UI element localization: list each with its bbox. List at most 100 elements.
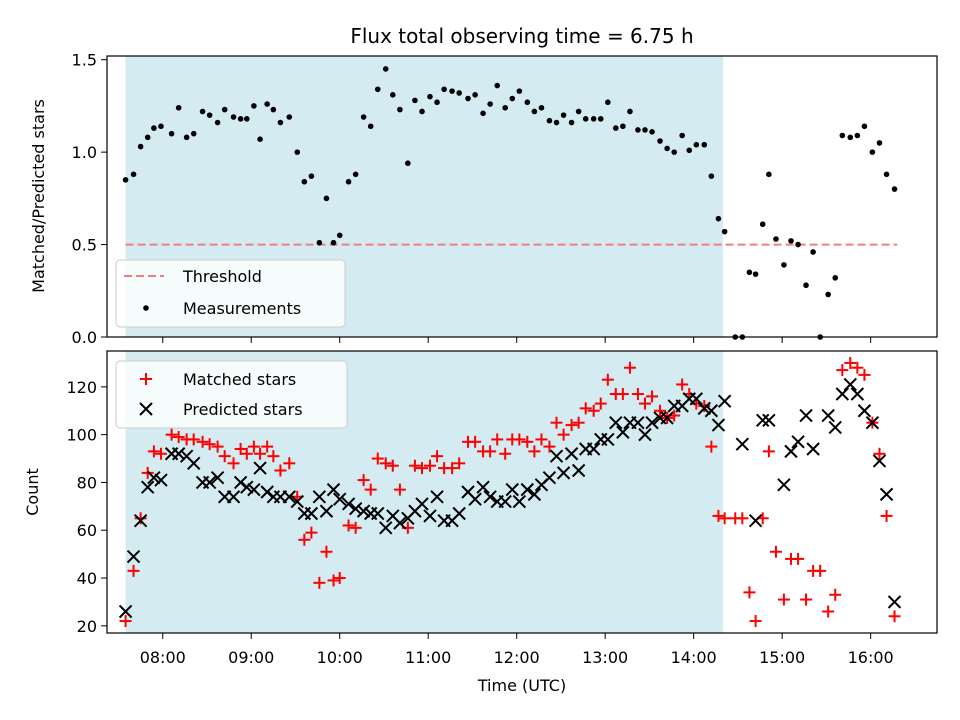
measurement-point <box>308 173 315 179</box>
measurement-point <box>323 195 330 202</box>
measurement-point <box>597 116 604 122</box>
bottom-x-ticks: 08:00 09:00 10:00 11:00 12:00 13:00 14:00 15:00… <box>140 633 894 667</box>
predicted-star-point <box>755 413 770 428</box>
predicted-star-point <box>133 513 148 528</box>
matched-star-point <box>858 368 871 381</box>
measurement-point <box>649 128 655 135</box>
predicted-star-point <box>341 497 356 511</box>
matched-star-point <box>431 450 444 463</box>
predicted-star-point <box>799 408 813 423</box>
measurement-point <box>546 117 553 124</box>
predicted-star-point <box>226 490 241 504</box>
measurement-point <box>854 132 861 139</box>
measurement-point <box>560 112 567 118</box>
measurement-point <box>679 132 685 139</box>
matched-star-point <box>416 462 429 475</box>
predicted-star-point <box>483 490 497 504</box>
matched-star-point <box>836 364 849 377</box>
predicted-star-point <box>806 442 820 456</box>
top-y-tick-label: 0.5 <box>72 236 97 255</box>
measurement-point <box>494 82 501 89</box>
matched-star-point <box>873 447 886 460</box>
measurement-point <box>367 123 374 130</box>
matched-star-point <box>550 416 563 429</box>
predicted-star-point <box>312 490 327 504</box>
measurement-point <box>214 119 221 126</box>
measurement-point <box>869 149 876 155</box>
predicted-star-point <box>415 497 429 511</box>
matched-star-point <box>777 593 790 606</box>
measurement-point <box>382 66 389 72</box>
matched-star-point <box>565 419 578 432</box>
matched-star-point <box>749 615 762 628</box>
measurement-point <box>441 86 447 93</box>
matched-star-point <box>718 512 731 525</box>
predicted-star-point <box>379 521 393 535</box>
measurements-legend-marker <box>143 305 149 311</box>
measurement-point <box>286 114 293 120</box>
measurement-point <box>412 97 418 104</box>
measurement-point <box>553 119 560 126</box>
measurements-legend-label: Measurements <box>183 299 301 318</box>
predicted-star-point <box>828 420 842 435</box>
matched-star-point <box>513 433 526 446</box>
matched-star-point <box>762 445 775 458</box>
matched-star-point <box>822 605 835 618</box>
predicted-star-point <box>452 506 466 521</box>
measurement-point <box>244 116 250 122</box>
measurement-point <box>352 171 359 178</box>
matched-star-point <box>127 564 140 577</box>
matched-star-point <box>769 545 782 558</box>
predicted-star-point <box>476 480 490 494</box>
measurement-point <box>671 149 677 155</box>
matched-star-point <box>528 445 541 458</box>
measurement-point <box>405 160 411 167</box>
matched-star-point <box>240 447 253 460</box>
matched-star-point <box>227 457 240 470</box>
measurement-point <box>487 101 493 107</box>
predicted-star-point <box>549 449 564 463</box>
measurement-point <box>766 171 772 178</box>
predicted-star-point <box>233 475 248 490</box>
matched-star-point <box>327 574 340 587</box>
predicted-star-point <box>118 604 133 619</box>
matched-star-point <box>646 390 659 403</box>
predicted-star-point <box>850 387 865 401</box>
matched-star-point <box>172 431 185 444</box>
matched-star-point <box>499 447 512 460</box>
measurement-point <box>708 173 715 179</box>
matched-star-point <box>800 593 813 606</box>
top-y-tick-label: 1.5 <box>72 51 97 70</box>
measurement-point <box>465 95 471 102</box>
measurement-point <box>301 178 308 185</box>
measurement-point <box>264 101 270 107</box>
matched-star-point <box>165 428 178 441</box>
predicted-star-point <box>393 516 407 530</box>
measurement-point <box>746 269 753 276</box>
measurement-point <box>642 127 648 133</box>
predicted-star-point <box>821 408 835 423</box>
measurement-point <box>390 92 396 98</box>
measurement-point <box>635 127 641 133</box>
measurement-point <box>876 140 883 146</box>
predicted-star-point <box>564 447 579 461</box>
matched-star-point <box>631 388 644 401</box>
x-tick-label: 11:00 <box>405 648 451 667</box>
predicted-star-point <box>202 475 217 490</box>
predicted-legend-label: Predicted stars <box>183 400 303 419</box>
measurement-point <box>122 177 129 183</box>
predicted-star-point <box>187 456 201 471</box>
matched-star-point <box>743 586 756 599</box>
measurement-point <box>803 282 809 289</box>
measurement-point <box>788 238 794 244</box>
top-x-ticks <box>162 337 872 343</box>
measurement-point <box>480 110 486 117</box>
predicted-star-point <box>631 415 645 430</box>
predicted-star-point <box>762 413 776 428</box>
measurement-point <box>130 171 137 178</box>
measurement-point <box>257 136 263 142</box>
matched-star-point <box>298 533 311 546</box>
matched-star-point <box>379 457 392 470</box>
threshold-legend-label: Threshold <box>182 267 262 286</box>
matched-star-point <box>623 361 636 374</box>
